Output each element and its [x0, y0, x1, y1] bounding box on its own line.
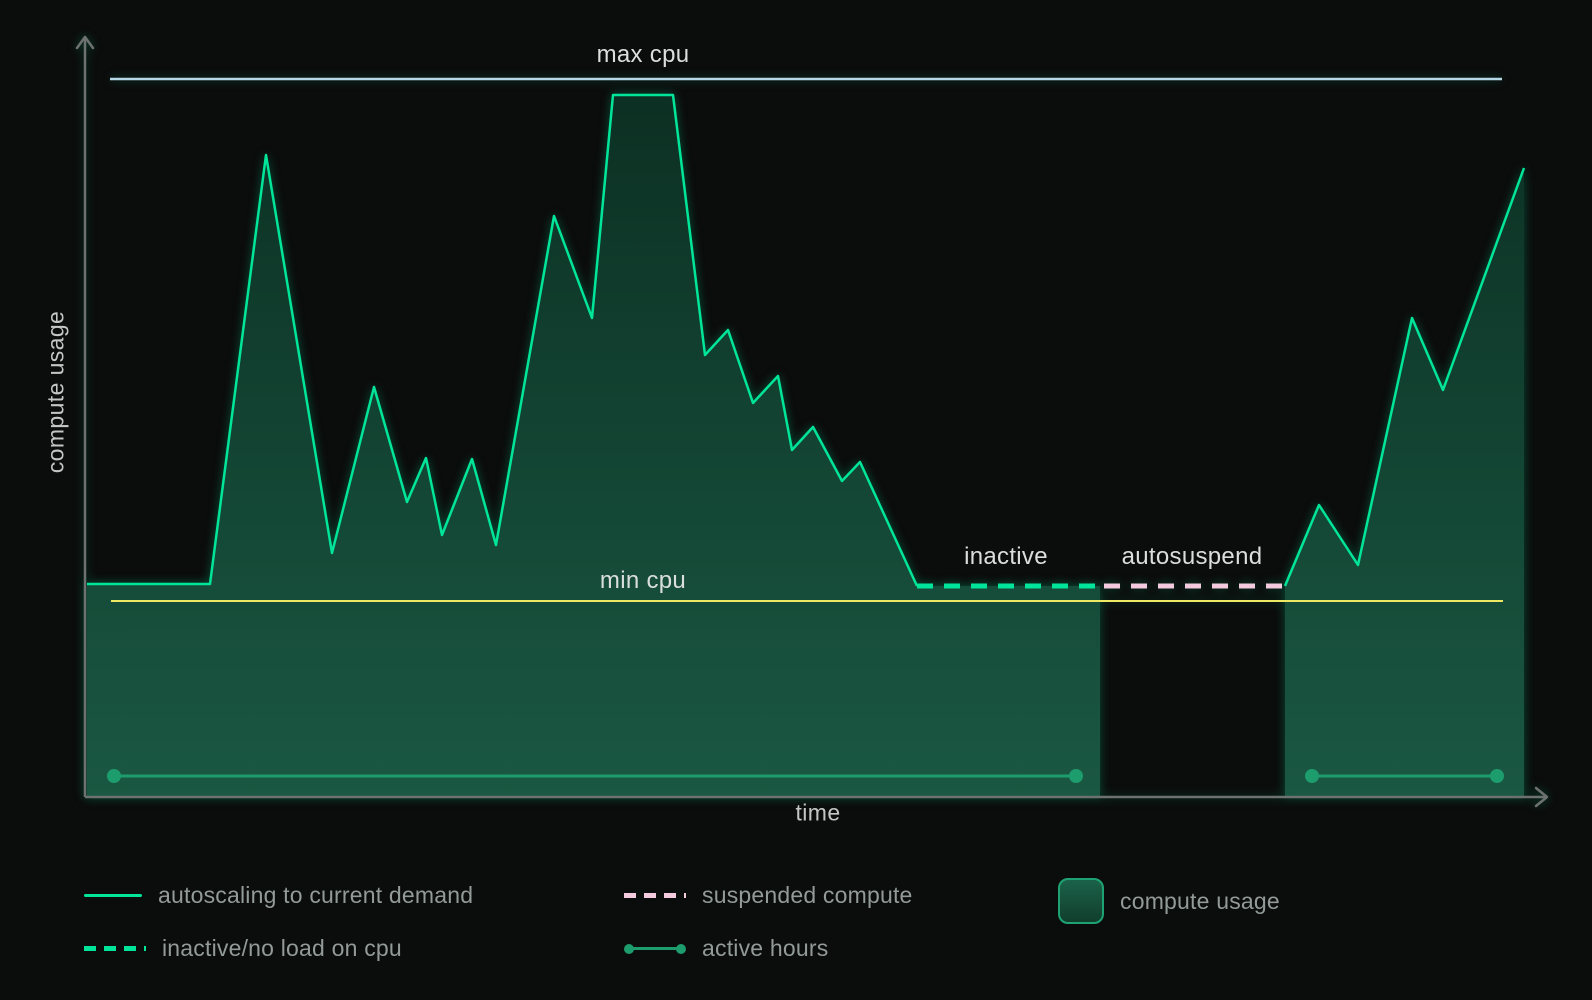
active-hours-dot	[1305, 769, 1319, 783]
x-axis-arrow-icon	[1534, 786, 1549, 808]
autoscaling-line	[87, 93, 919, 587]
active-hours-markers	[107, 769, 1504, 783]
active-hours-dot	[107, 769, 121, 783]
legend-label: compute usage	[1120, 887, 1280, 914]
legend-label: active hours	[702, 935, 829, 961]
swatch-dot	[676, 943, 686, 954]
legend-item-active-hours: active hours	[624, 935, 828, 962]
max-cpu-label: max cpu	[596, 41, 690, 68]
y-axis-title: compute usage	[42, 310, 69, 474]
dashed-line-swatch-icon	[624, 893, 686, 898]
active-hours-dot	[1069, 769, 1083, 783]
legend-item-inactive: inactive/no load on cpu	[84, 935, 402, 962]
autosuspend-label: autosuspend	[1121, 543, 1263, 570]
legend-label: autoscaling to current demand	[158, 882, 474, 908]
line-with-dots-swatch-icon	[624, 943, 686, 954]
swatch-bar	[626, 947, 684, 950]
inactive-label: inactive	[964, 543, 1048, 570]
swatch-dot	[624, 943, 634, 954]
legend-label: inactive/no load on cpu	[162, 935, 402, 961]
active-hours-dot	[1490, 769, 1504, 783]
legend-item-compute-usage: compute usage	[1058, 878, 1280, 924]
min-cpu-label: min cpu	[599, 567, 687, 594]
dashed-line-swatch-icon	[84, 946, 146, 951]
compute-usage-area-resumed	[1285, 168, 1524, 796]
filled-square-swatch-icon	[1058, 878, 1104, 924]
legend-item-suspended: suspended compute	[624, 882, 913, 909]
compute-usage-area-active	[87, 95, 1100, 796]
axes	[75, 35, 1549, 808]
solid-line-swatch-icon	[84, 894, 142, 897]
autoscaling-line-resume	[1283, 167, 1526, 587]
y-axis-arrow-icon	[75, 35, 95, 50]
legend-label: suspended compute	[702, 882, 913, 908]
x-axis-title: time	[795, 799, 841, 826]
legend-item-autoscaling: autoscaling to current demand	[84, 882, 473, 909]
